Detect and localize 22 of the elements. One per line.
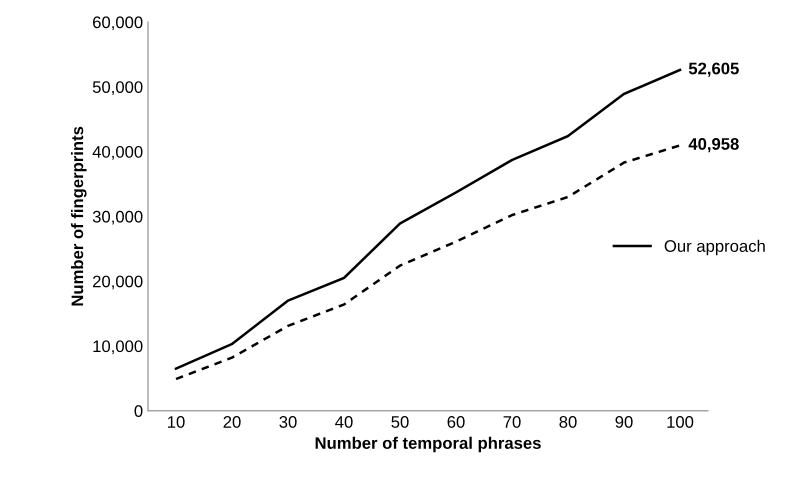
data-label: 40,958 (688, 138, 739, 152)
x-tick-label: 70 (504, 416, 521, 428)
x-tick-label: 40 (335, 416, 353, 428)
y-axis-title: Number of fingerprints (71, 126, 87, 306)
x-tick-label: 20 (224, 416, 241, 428)
x-tick-label: 100 (667, 416, 694, 428)
y-tick-label: 30,000 (92, 210, 142, 225)
y-tick-label: 40,000 (92, 146, 142, 160)
y-tick-label: 10,000 (93, 340, 142, 354)
y-tick-label: 60,000 (93, 16, 142, 30)
x-tick-label: 10 (168, 416, 185, 428)
legend-label: Our approach (664, 240, 765, 256)
x-axis-title: Number of temporal phrases (316, 436, 541, 452)
y-tick-label: 50,000 (92, 81, 142, 95)
x-tick-label: 30 (279, 416, 297, 428)
x-tick-label: 80 (559, 416, 577, 428)
x-tick-label: 60 (448, 416, 465, 428)
x-tick-label: 50 (391, 416, 409, 428)
data-label: 52,605 (688, 62, 739, 77)
y-tick-label: 20,000 (93, 276, 142, 290)
y-tick-label: 0 (134, 405, 142, 417)
x-tick-label: 90 (616, 416, 633, 428)
